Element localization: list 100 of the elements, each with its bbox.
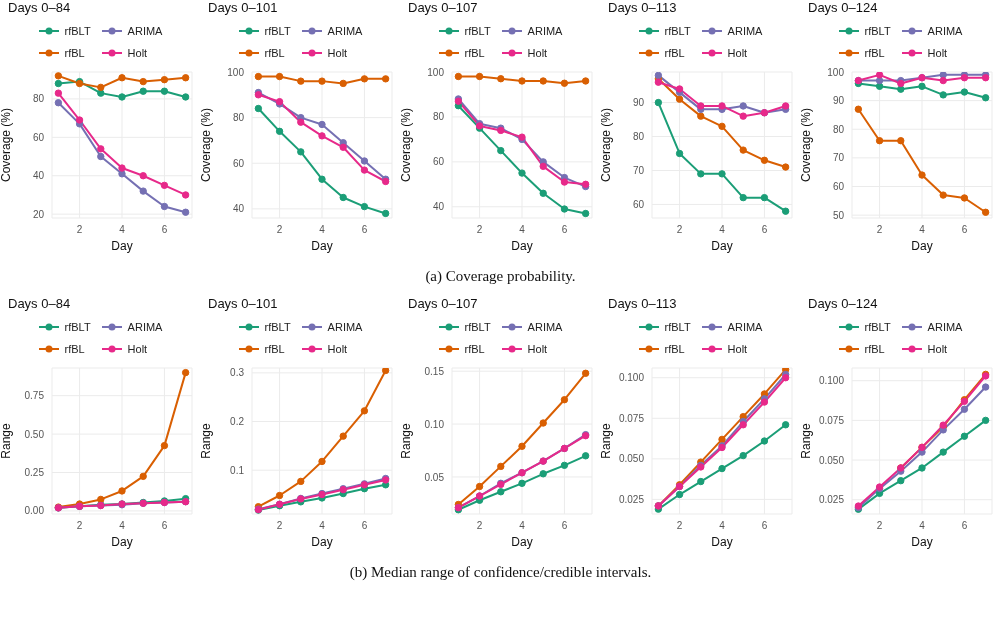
y-axis-title: Range <box>199 423 214 459</box>
x-tick-label: 2 <box>276 520 283 532</box>
y-tick-label: 0.75 <box>24 390 45 402</box>
x-tick-label: 2 <box>876 520 883 532</box>
x-axis-title: Day <box>711 535 733 549</box>
legend-label: Holt <box>327 47 348 59</box>
x-tick-label: 6 <box>161 520 168 532</box>
y-tick-label: 60 <box>432 156 445 168</box>
legend-label: rfBL <box>64 343 85 355</box>
y-tick-label: 0.100 <box>618 372 645 384</box>
legend-label: rfBLT <box>64 321 91 333</box>
y-tick-label: 100 <box>227 66 245 78</box>
x-tick-label: 4 <box>319 224 326 236</box>
legend-label: ARIMA <box>127 321 163 333</box>
x-tick-label: 6 <box>961 520 968 532</box>
y-tick-label: 80 <box>632 131 645 143</box>
legend-label: ARIMA <box>927 25 963 37</box>
x-tick-label: 2 <box>76 520 83 532</box>
y-axis-title: Range <box>399 423 414 459</box>
x-tick-label: 4 <box>119 224 126 236</box>
x-tick-label: 2 <box>676 520 683 532</box>
y-axis-title: Range <box>599 423 614 459</box>
y-tick-label: 80 <box>32 93 45 105</box>
legend-label: Holt <box>527 343 548 355</box>
y-tick-label: 40 <box>232 203 245 215</box>
y-tick-label: 0.3 <box>230 367 245 379</box>
legend-label: ARIMA <box>527 25 563 37</box>
chart-title: Days 0–113 <box>607 0 678 17</box>
legend-label: ARIMA <box>527 321 563 333</box>
x-axis-title: Day <box>311 239 333 253</box>
y-tick-label: 0.100 <box>818 375 845 387</box>
y-tick-label: 90 <box>632 97 645 109</box>
chart-title: Days 0–84 <box>7 296 72 313</box>
x-tick-label: 6 <box>561 224 568 236</box>
x-axis-title: Day <box>111 535 133 549</box>
legend-label: rfBLT <box>864 321 891 333</box>
y-axis-title: Coverage (%) <box>0 107 14 183</box>
y-tick-label: 0.075 <box>818 414 845 426</box>
x-tick-label: 6 <box>361 224 368 236</box>
x-axis-title: Day <box>311 535 333 549</box>
y-tick-label: 40 <box>432 201 445 213</box>
x-tick-label: 2 <box>476 224 483 236</box>
y-axis-title: Range <box>799 423 814 459</box>
y-tick-label: 0.10 <box>424 418 445 430</box>
x-tick-label: 4 <box>519 224 526 236</box>
x-tick-label: 6 <box>761 520 768 532</box>
legend-label: rfBLT <box>864 25 891 37</box>
y-tick-label: 0.1 <box>230 464 245 476</box>
x-tick-label: 6 <box>961 224 968 236</box>
x-tick-label: 2 <box>276 224 283 236</box>
legend-label: rfBL <box>664 47 685 59</box>
y-axis-title: Coverage (%) <box>399 107 414 183</box>
legend-label: ARIMA <box>927 321 963 333</box>
x-axis-title: Day <box>911 239 933 253</box>
y-axis-title: Coverage (%) <box>599 107 614 183</box>
x-axis-title: Day <box>111 239 133 253</box>
y-tick-label: 0.050 <box>818 454 845 466</box>
y-tick-label: 90 <box>832 95 845 107</box>
x-tick-label: 4 <box>319 520 326 532</box>
y-tick-label: 60 <box>832 181 845 193</box>
legend-label: rfBLT <box>264 321 291 333</box>
x-axis-title: Day <box>511 535 533 549</box>
legend-label: rfBL <box>864 47 885 59</box>
chart-title: Days 0–101 <box>207 0 279 17</box>
chart-title: Days 0–84 <box>7 0 72 17</box>
y-tick-label: 60 <box>232 157 245 169</box>
y-axis-title: Coverage (%) <box>199 107 214 183</box>
legend-label: rfBL <box>64 47 85 59</box>
y-tick-label: 20 <box>32 208 45 220</box>
text: (b) Median range of confidence/credible intervals. <box>349 563 652 581</box>
x-tick-label: 6 <box>761 224 768 236</box>
y-tick-label: 0.2 <box>230 416 245 428</box>
y-tick-label: 0.050 <box>618 453 645 465</box>
x-tick-label: 6 <box>161 224 168 236</box>
y-tick-label: 0.05 <box>424 471 445 483</box>
chart-title: Days 0–124 <box>807 0 879 17</box>
y-tick-label: 80 <box>832 123 845 135</box>
legend-label: ARIMA <box>327 25 363 37</box>
x-axis-title: Day <box>711 239 733 253</box>
chart-title: Days 0–107 <box>407 0 479 17</box>
x-tick-label: 4 <box>919 224 926 236</box>
x-tick-label: 2 <box>76 224 83 236</box>
legend-label: rfBL <box>264 47 285 59</box>
legend-label: Holt <box>727 47 748 59</box>
x-tick-label: 2 <box>476 520 483 532</box>
legend-label: Holt <box>927 343 948 355</box>
legend-label: Holt <box>927 47 948 59</box>
legend-label: rfBLT <box>664 321 691 333</box>
legend-label: Holt <box>127 343 148 355</box>
y-tick-label: 0.00 <box>24 505 45 517</box>
y-tick-label: 0.50 <box>24 428 45 440</box>
y-tick-label: 0.025 <box>818 494 845 506</box>
legend-label: rfBL <box>864 343 885 355</box>
y-tick-label: 60 <box>632 198 645 210</box>
legend-label: Holt <box>327 343 348 355</box>
x-tick-label: 2 <box>876 224 883 236</box>
x-tick-label: 4 <box>719 520 726 532</box>
legend-label: Holt <box>527 47 548 59</box>
y-tick-label: 0.15 <box>424 365 445 377</box>
y-tick-label: 80 <box>432 111 445 123</box>
